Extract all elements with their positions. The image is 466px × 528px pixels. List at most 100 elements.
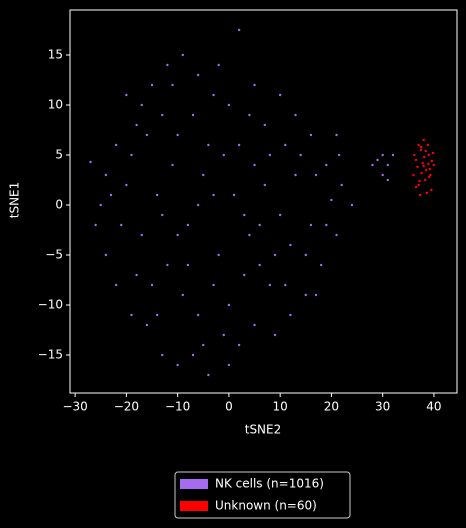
point <box>227 303 231 307</box>
point <box>155 193 159 197</box>
x-tick-label: 40 <box>426 400 441 414</box>
point <box>430 188 433 192</box>
y-tick-label: 5 <box>55 148 63 162</box>
point <box>196 313 200 317</box>
legend-label: Unknown (n=60) <box>215 499 317 513</box>
point <box>414 158 418 162</box>
point <box>125 93 128 97</box>
point <box>412 173 415 177</box>
point <box>120 223 123 227</box>
point <box>196 203 200 207</box>
point <box>253 83 256 87</box>
point <box>207 143 210 147</box>
point <box>304 293 307 297</box>
point <box>237 343 241 347</box>
point <box>155 313 159 317</box>
point <box>289 313 292 317</box>
y-tick-label: 0 <box>55 198 63 212</box>
legend-swatch <box>180 501 208 511</box>
point <box>284 143 287 147</box>
legend-label: NK cells (n=1016) <box>215 477 324 491</box>
point <box>419 148 423 152</box>
point <box>135 123 138 127</box>
y-axis-label: tSNE1 <box>8 182 22 219</box>
x-tick-label: −20 <box>114 400 139 414</box>
point <box>294 113 297 117</box>
point <box>140 103 143 107</box>
point <box>422 138 425 142</box>
point <box>430 159 434 163</box>
point <box>217 253 220 257</box>
point <box>202 173 205 177</box>
x-tick-label: 10 <box>273 400 288 414</box>
point <box>414 185 418 189</box>
point <box>145 323 149 327</box>
point <box>268 283 272 287</box>
point <box>428 167 432 171</box>
point <box>186 263 190 267</box>
point <box>299 153 302 157</box>
point <box>150 83 154 87</box>
point <box>422 155 426 159</box>
point <box>248 113 251 117</box>
point <box>263 183 266 187</box>
point <box>171 83 174 87</box>
point <box>424 178 427 182</box>
x-tick-label: 20 <box>324 400 339 414</box>
point <box>422 164 425 168</box>
point <box>114 283 118 287</box>
point <box>309 223 313 227</box>
x-tick-label: −30 <box>62 400 87 414</box>
x-tick-label: 0 <box>225 400 233 414</box>
point <box>314 173 318 177</box>
plot-frame <box>69 9 458 394</box>
point <box>222 333 225 337</box>
point <box>212 93 215 97</box>
point <box>381 173 384 177</box>
point <box>166 263 169 267</box>
legend-box <box>174 471 351 519</box>
y-tick-label: 10 <box>48 98 63 112</box>
point <box>196 73 200 77</box>
point <box>227 363 231 367</box>
y-tick-label: 15 <box>48 48 63 62</box>
point <box>278 213 282 217</box>
x-tick-label: −10 <box>165 400 190 414</box>
point <box>217 63 220 67</box>
point <box>258 263 261 267</box>
point <box>237 28 241 32</box>
point <box>181 53 184 57</box>
point <box>176 233 179 237</box>
point <box>325 163 328 167</box>
point <box>418 193 422 197</box>
y-tick-label: −15 <box>38 348 63 362</box>
point <box>253 323 256 327</box>
point <box>417 183 420 187</box>
point <box>304 253 307 257</box>
point <box>330 198 333 202</box>
point <box>171 163 174 167</box>
point <box>376 158 379 162</box>
point <box>191 353 195 357</box>
point <box>145 133 149 137</box>
x-axis-label: tSNE2 <box>245 423 282 437</box>
point <box>432 163 436 167</box>
point <box>428 175 431 179</box>
point <box>140 233 143 237</box>
point <box>125 183 128 187</box>
point <box>114 143 118 147</box>
point <box>243 213 246 217</box>
point <box>314 293 318 297</box>
point <box>232 193 236 197</box>
point <box>130 313 133 317</box>
point <box>424 149 427 153</box>
point <box>248 233 251 237</box>
point <box>94 223 97 227</box>
y-tick-label: −10 <box>38 298 63 312</box>
point <box>222 153 225 157</box>
point <box>391 153 395 157</box>
x-tick-label: 30 <box>375 400 390 414</box>
point <box>150 283 154 287</box>
point <box>273 253 277 257</box>
